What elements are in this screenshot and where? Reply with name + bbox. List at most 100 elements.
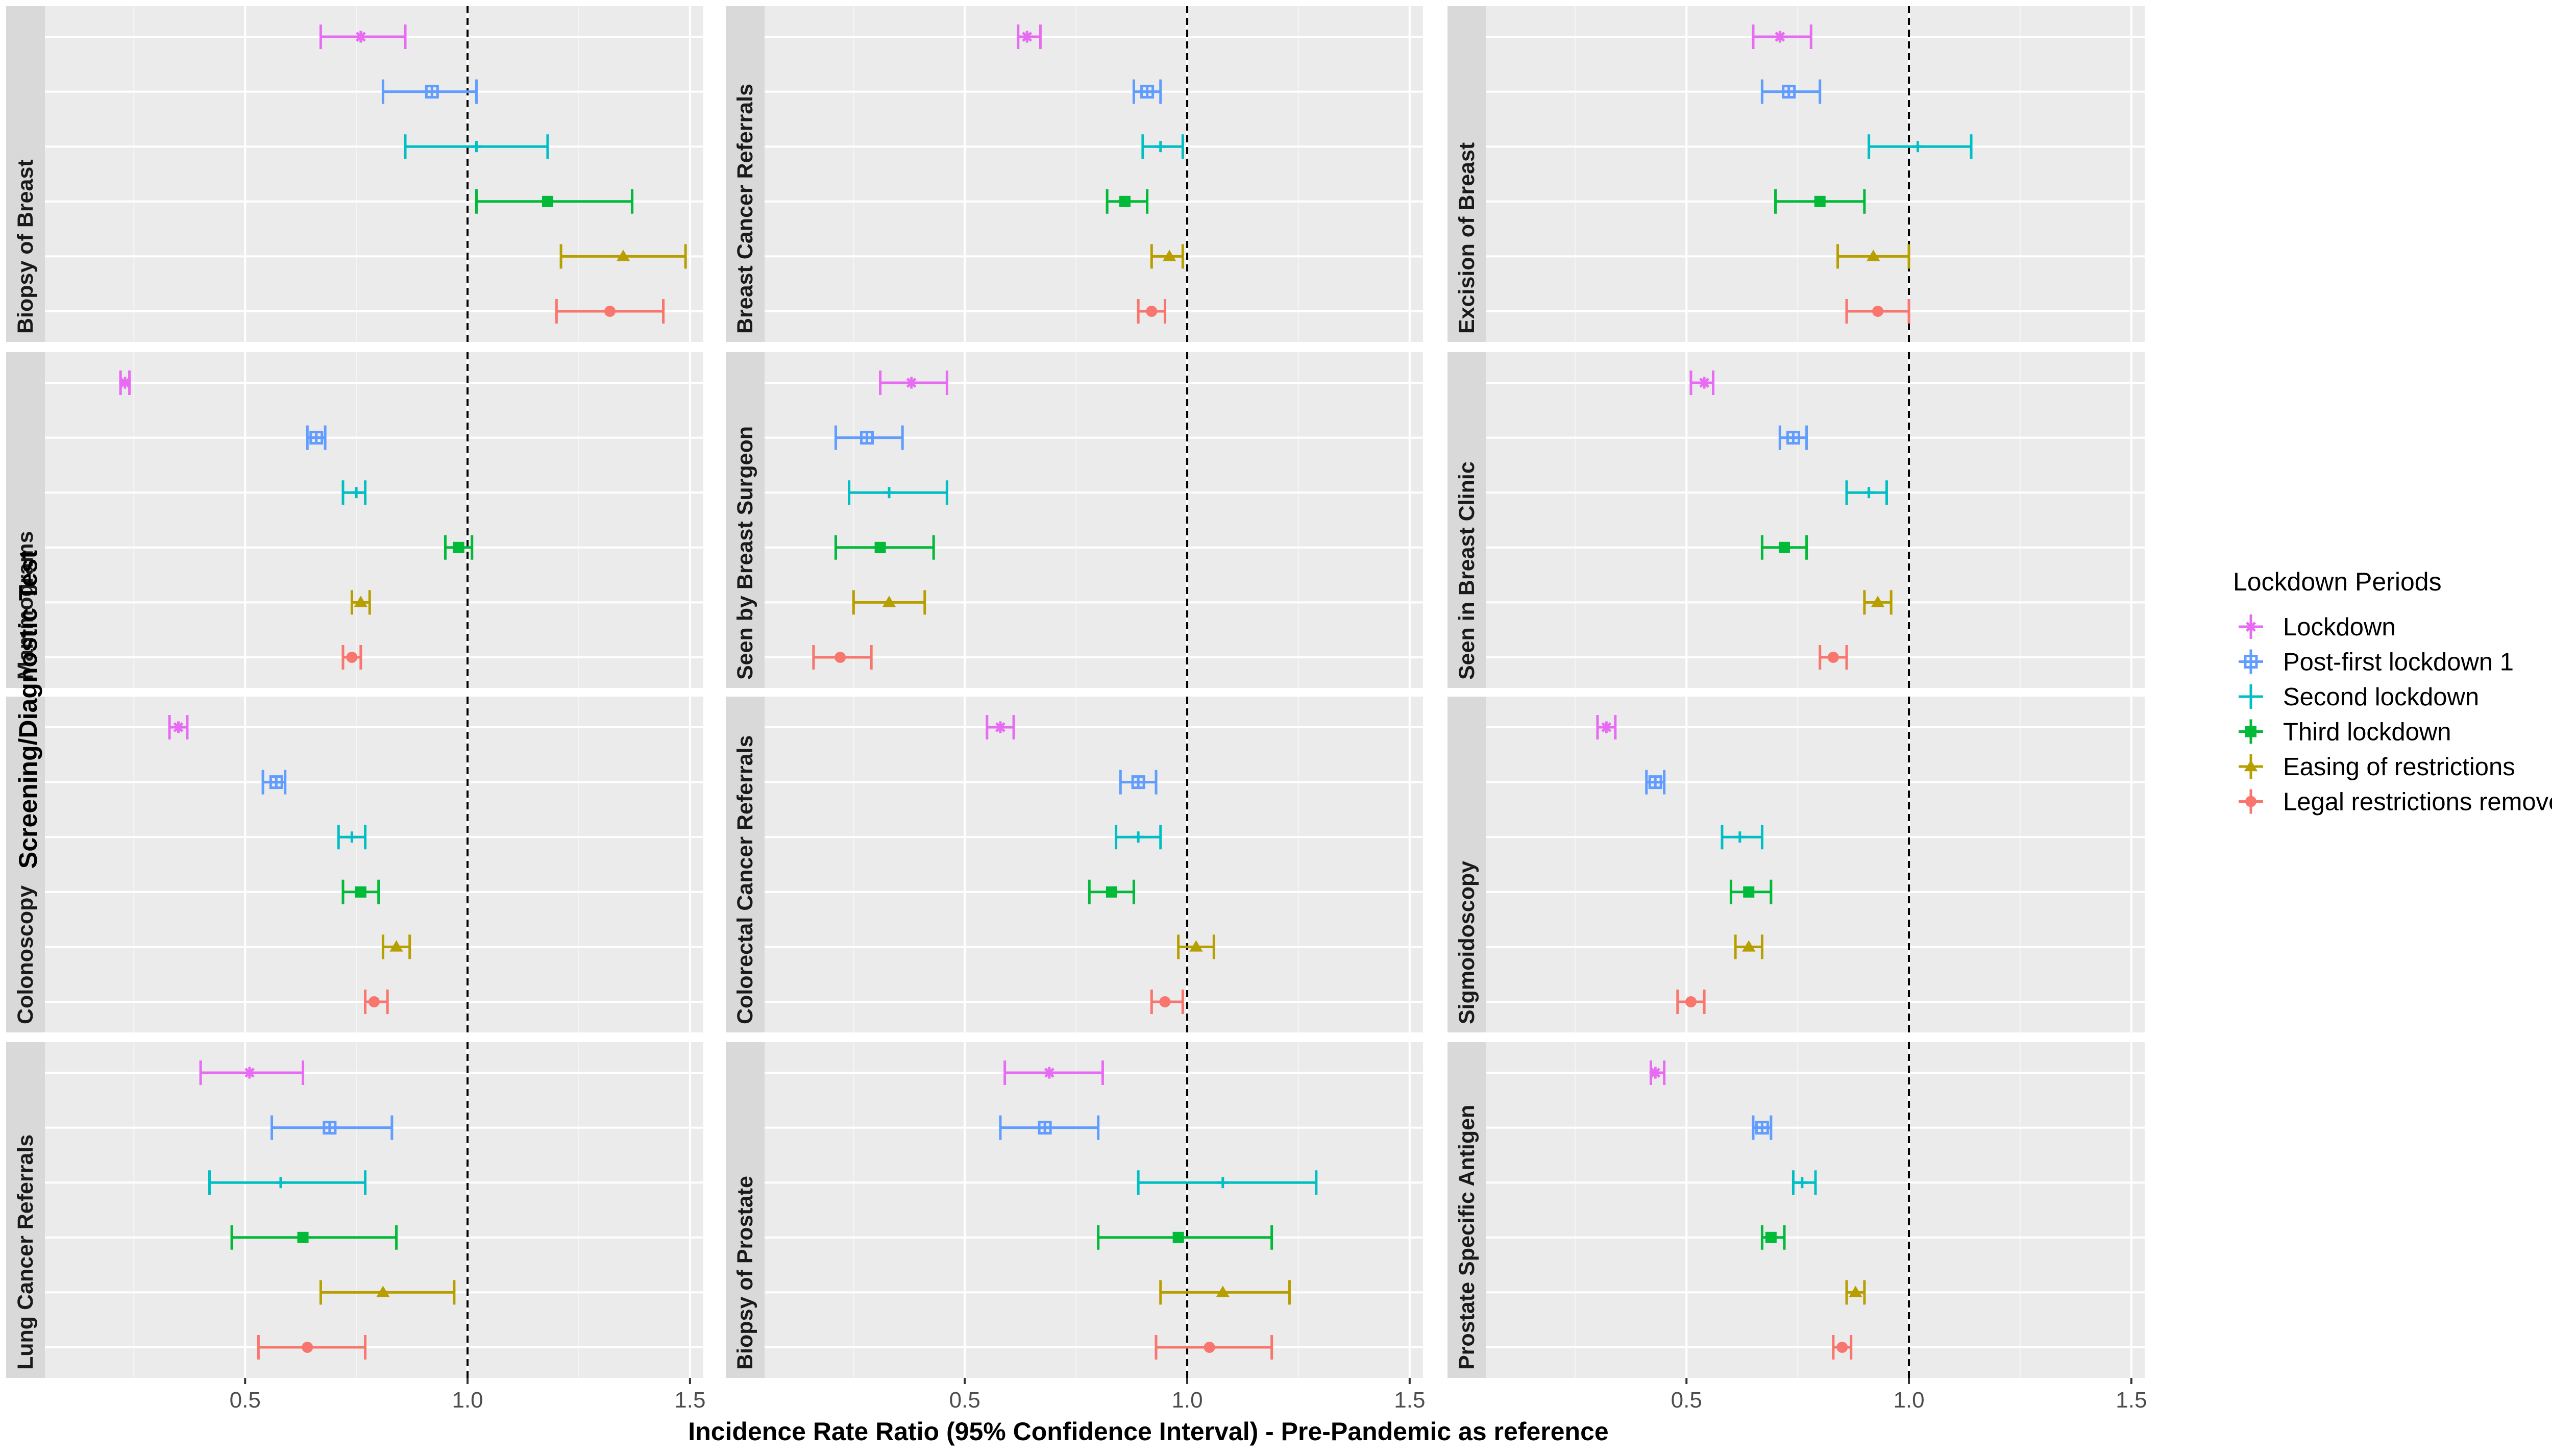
x-tick-label: 1.0 bbox=[452, 1388, 483, 1413]
point-marker bbox=[346, 831, 358, 843]
estimate-post-first-lockdown-1 bbox=[999, 1115, 1100, 1140]
estimate-legal-restrictions-removed bbox=[341, 645, 362, 670]
panel-background bbox=[1486, 6, 2145, 342]
point-marker bbox=[1867, 250, 1880, 261]
estimate-easing-of-restrictions bbox=[1177, 934, 1215, 959]
point-marker bbox=[860, 431, 874, 445]
legend-item-second-lockdown: Second lockdown bbox=[2239, 683, 2479, 711]
point-marker bbox=[1159, 996, 1171, 1007]
point-marker bbox=[119, 377, 131, 389]
point-marker bbox=[1863, 487, 1875, 499]
point-marker bbox=[835, 652, 846, 663]
legend-item-lockdown: Lockdown bbox=[2239, 613, 2396, 641]
estimate-easing-of-restrictions bbox=[1845, 1280, 1866, 1305]
estimate-post-first-lockdown-1 bbox=[271, 1115, 394, 1140]
estimate-third-lockdown bbox=[444, 535, 474, 560]
estimate-lockdown bbox=[1752, 24, 1812, 49]
estimate-second-lockdown bbox=[1141, 134, 1184, 159]
panel-strip bbox=[6, 352, 45, 688]
point-marker bbox=[616, 250, 630, 261]
panel-strip bbox=[6, 697, 45, 1032]
legend-label: Easing of restrictions bbox=[2283, 753, 2515, 781]
point-marker bbox=[1038, 1121, 1052, 1135]
point-marker bbox=[1649, 1067, 1661, 1079]
estimate-legal-restrictions-removed bbox=[1676, 990, 1706, 1014]
point-marker bbox=[1743, 886, 1755, 898]
estimate-easing-of-restrictions bbox=[1863, 590, 1893, 615]
point-marker bbox=[354, 596, 368, 607]
estimate-third-lockdown bbox=[1760, 1225, 1786, 1250]
y-axis-title: Screening/Diagnostic Test bbox=[14, 550, 42, 869]
point-marker bbox=[884, 487, 895, 499]
panel-strip-label: Biopsy of Prostate bbox=[733, 1176, 757, 1370]
x-tick-label: 0.5 bbox=[949, 1388, 980, 1413]
estimate-easing-of-restrictions bbox=[1150, 244, 1184, 269]
estimate-easing-of-restrictions bbox=[559, 244, 687, 269]
panel-strip bbox=[6, 1042, 45, 1378]
estimate-second-lockdown bbox=[208, 1170, 367, 1195]
point-marker bbox=[309, 431, 324, 445]
point-marker bbox=[994, 721, 1007, 733]
point-marker bbox=[1734, 831, 1746, 843]
point-marker bbox=[1698, 377, 1710, 389]
point-marker bbox=[1827, 652, 1839, 663]
panel-lung-cancer-referrals: Lung Cancer Referrals 0.5 1.0 1.5 bbox=[6, 1042, 705, 1413]
point-marker bbox=[1742, 940, 1756, 952]
point-marker bbox=[1814, 195, 1826, 207]
point-marker bbox=[323, 1121, 337, 1135]
estimate-legal-restrictions-removed bbox=[1819, 645, 1848, 670]
estimate-easing-of-restrictions bbox=[381, 934, 411, 959]
estimate-lockdown bbox=[1596, 715, 1617, 739]
point-marker bbox=[1600, 721, 1612, 733]
panel-strip-label: Mammograms bbox=[13, 531, 38, 680]
estimate-lockdown bbox=[319, 24, 407, 49]
estimate-lockdown bbox=[119, 371, 131, 395]
estimate-second-lockdown bbox=[1792, 1170, 1817, 1195]
panel-background bbox=[1486, 697, 2145, 1032]
point-marker bbox=[355, 886, 366, 898]
estimate-post-first-lockdown-1 bbox=[1132, 79, 1162, 104]
estimate-third-lockdown bbox=[834, 535, 935, 560]
estimate-third-lockdown bbox=[475, 189, 634, 214]
panel-strip-label: Seen in Breast Clinic bbox=[1455, 461, 1479, 680]
point-marker bbox=[471, 141, 482, 153]
point-marker bbox=[1836, 1342, 1848, 1353]
estimate-legal-restrictions-removed bbox=[1155, 1335, 1273, 1360]
panel-strip-label: Biopsy of Breast bbox=[13, 159, 38, 334]
estimate-legal-restrictions-removed bbox=[812, 645, 873, 670]
panel-strip-label: Seen by Breast Surgeon bbox=[733, 426, 757, 680]
estimate-second-lockdown bbox=[1721, 825, 1763, 850]
panel-strip bbox=[1447, 352, 1486, 688]
panel-strip-label: Lung Cancer Referrals bbox=[13, 1134, 38, 1370]
point-marker bbox=[389, 940, 403, 952]
panel-biopsy-of-prostate: Biopsy of Prostate 0.5 1.0 1.5 bbox=[726, 1042, 1425, 1413]
estimate-legal-restrictions-removed bbox=[1137, 299, 1166, 324]
point-marker bbox=[1217, 1177, 1229, 1189]
legend-item-easing-of-restrictions: Easing of restrictions bbox=[2239, 753, 2515, 781]
panel-strip bbox=[1447, 1042, 1486, 1378]
estimate-legal-restrictions-removed bbox=[1150, 990, 1184, 1014]
legend-item-post-first-lockdown-1: Post-first lockdown 1 bbox=[2239, 649, 2514, 676]
x-tick-label: 1.0 bbox=[1171, 1388, 1203, 1413]
legend-item-third-lockdown: Third lockdown bbox=[2239, 719, 2451, 746]
point-marker bbox=[1216, 1286, 1230, 1297]
point-marker bbox=[1778, 541, 1790, 553]
estimate-post-first-lockdown-1 bbox=[1645, 770, 1666, 795]
legend-key-marker bbox=[2245, 726, 2256, 737]
estimate-post-first-lockdown-1 bbox=[306, 425, 327, 450]
legend-label: Second lockdown bbox=[2283, 683, 2479, 711]
point-marker bbox=[1021, 31, 1033, 43]
point-marker bbox=[243, 1067, 256, 1079]
estimate-post-first-lockdown-1 bbox=[1760, 79, 1822, 104]
estimate-post-first-lockdown-1 bbox=[1752, 1115, 1773, 1140]
panel-prostate-specific-antigen: Prostate Specific Antigen 0.5 1.0 1.5 bbox=[1447, 1042, 2147, 1413]
estimate-lockdown bbox=[986, 715, 1015, 739]
estimate-third-lockdown bbox=[1774, 189, 1866, 214]
x-tick-label: 1.5 bbox=[2116, 1388, 2147, 1413]
estimate-second-lockdown bbox=[1115, 825, 1162, 850]
point-marker bbox=[542, 195, 553, 207]
point-marker bbox=[1871, 596, 1885, 607]
panel-background bbox=[45, 697, 703, 1032]
panel-colorectal-cancer-referrals: Colorectal Cancer Referrals bbox=[726, 697, 1423, 1032]
point-marker bbox=[1119, 195, 1131, 207]
